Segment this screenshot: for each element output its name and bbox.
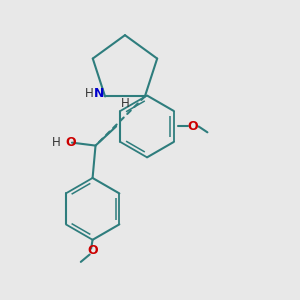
Text: H: H [51,136,60,149]
Text: N: N [93,87,104,100]
Text: H: H [85,87,93,100]
Text: H: H [122,97,130,110]
Text: O: O [87,244,98,256]
Text: O: O [65,136,76,149]
Text: O: O [188,120,198,133]
